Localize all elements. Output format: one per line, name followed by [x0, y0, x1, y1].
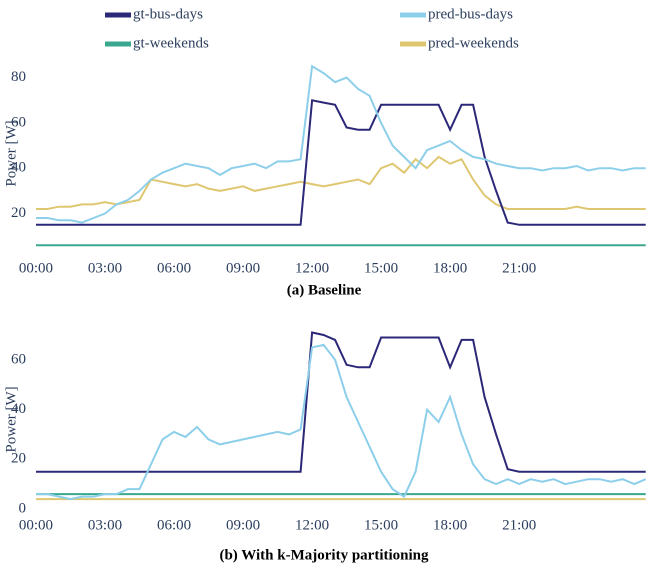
series-line: [36, 64, 646, 224]
legend-label: gt-bus-days: [133, 6, 203, 22]
caption: (a) Baseline: [287, 282, 362, 298]
y-tick-label: 80: [11, 69, 26, 85]
x-tick-label: 09:00: [226, 517, 260, 533]
x-tick-label: 15:00: [364, 517, 398, 533]
y-tick-label: 40: [11, 401, 26, 417]
series-line: [36, 343, 647, 501]
x-tick-label: 00:00: [19, 517, 53, 533]
y-axis-label: Power [W]: [3, 120, 19, 186]
x-tick-label: 18:00: [433, 517, 467, 533]
y-tick-label: 0: [19, 500, 27, 516]
x-tick-label: 03:00: [88, 517, 122, 533]
series-line: [36, 331, 646, 473]
legend-label: pred-weekends: [428, 35, 519, 51]
x-tick-label: 03:00: [88, 260, 122, 276]
x-tick-label: 12:00: [295, 517, 329, 533]
caption: (b) With k-Majority partitioning: [219, 547, 429, 563]
x-tick-label: 09:00: [226, 260, 260, 276]
y-tick-label: 40: [11, 160, 26, 176]
legend-label: pred-bus-days: [428, 6, 513, 22]
series-line: [36, 155, 646, 210]
y-tick-label: 60: [11, 351, 26, 367]
x-tick-label: 21:00: [502, 517, 536, 533]
y-axis-label: Power [W]: [3, 386, 19, 452]
y-tick-label: 60: [11, 114, 26, 130]
x-tick-label: 12:00: [295, 260, 329, 276]
y-tick-label: 20: [11, 451, 26, 467]
x-tick-label: 06:00: [157, 260, 191, 276]
x-tick-label: 06:00: [157, 517, 191, 533]
x-tick-label: 21:00: [502, 260, 536, 276]
y-tick-label: 20: [11, 205, 26, 221]
x-tick-label: 15:00: [364, 260, 398, 276]
series-line: [36, 99, 646, 226]
x-tick-label: 18:00: [433, 260, 467, 276]
legend-label: gt-weekends: [133, 35, 209, 51]
x-tick-label: 00:00: [19, 260, 53, 276]
